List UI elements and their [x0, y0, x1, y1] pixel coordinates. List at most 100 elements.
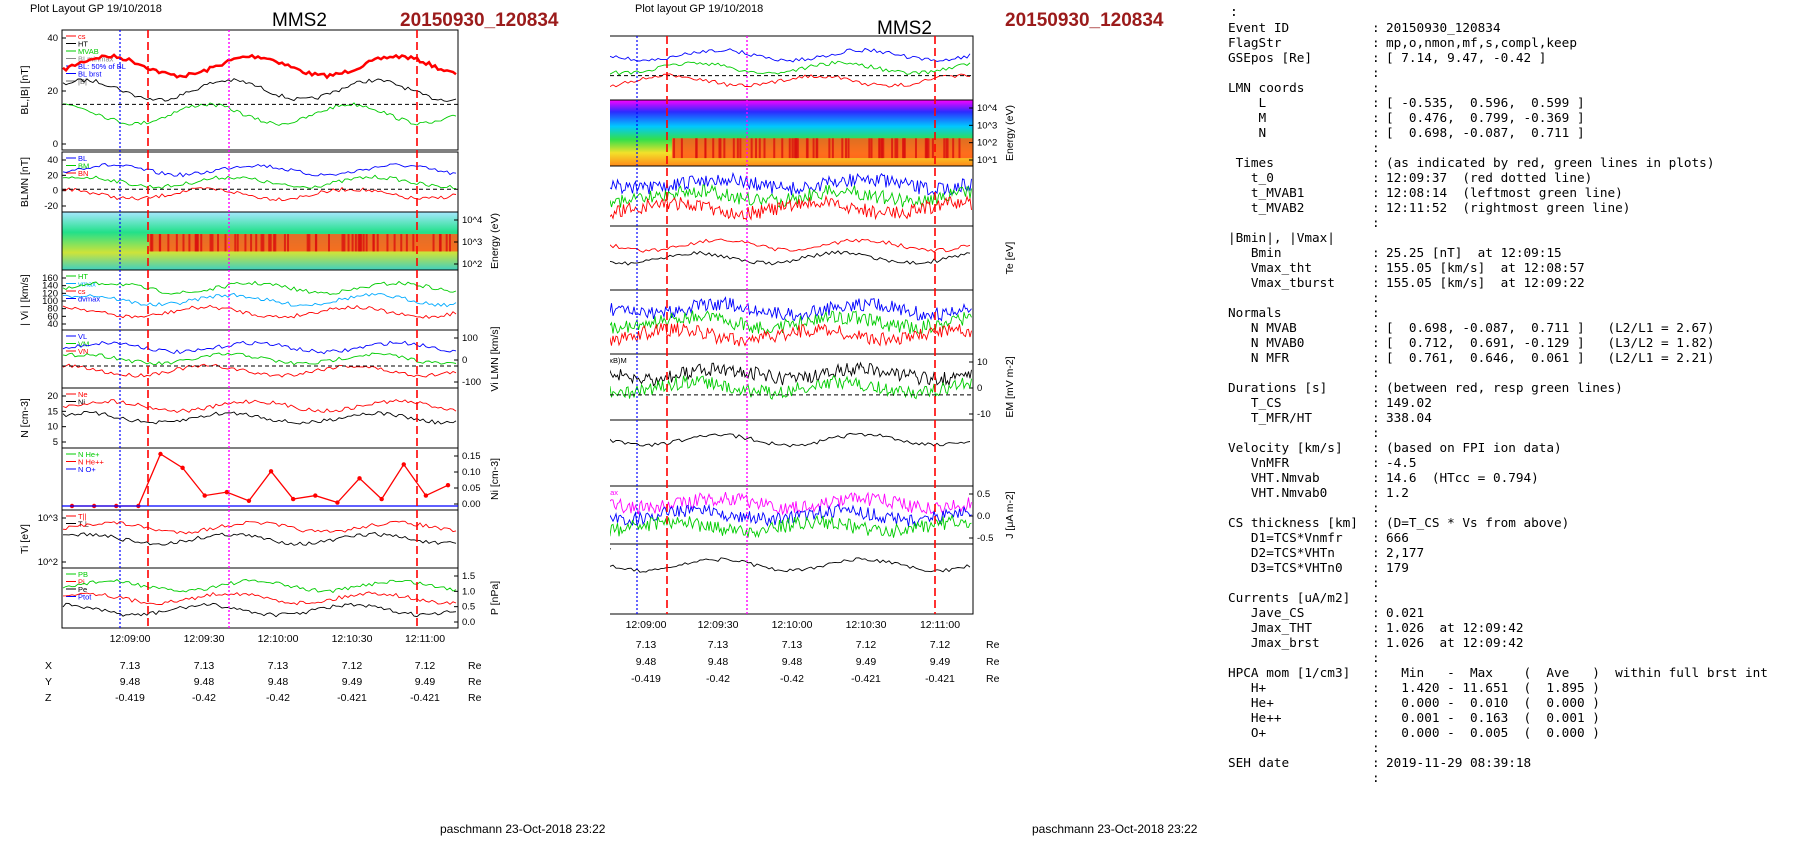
info-value: (as indicated by red, green lines in plo… — [1386, 155, 1715, 170]
left-6-legend-entry: Ne — [78, 390, 88, 399]
left-3-streak — [175, 234, 178, 252]
mid-2-streak — [773, 138, 776, 159]
info-row: N MFR: [ 0.761, 0.646, 0.061 ] (L2/L1 = 2… — [1228, 350, 1798, 365]
time-tick-label: 12:09:30 — [698, 619, 739, 631]
left-6-ytick: 20 — [47, 391, 58, 402]
mid-8-series-2 — [610, 514, 972, 539]
mid-3-series-2 — [610, 194, 972, 221]
mid-9-series-0 — [610, 557, 971, 573]
mid-4-series-0 — [610, 238, 971, 253]
info-row: Event ID:20150930_120834 — [1228, 20, 1798, 35]
left-7-legend-entry: N O+ — [78, 465, 96, 474]
left-3-streak — [358, 234, 361, 252]
mid-5-series-2 — [610, 322, 972, 347]
left-8-ytick: 10^2 — [38, 557, 58, 568]
pos-value: 9.48 — [708, 656, 729, 668]
info-key: FlagStr — [1228, 35, 1282, 50]
pos-value: 7.12 — [930, 639, 951, 651]
mid-2-streak — [952, 138, 955, 159]
mid-8-legend-entry: J max — [610, 488, 618, 497]
info-key: Velocity [km/s] — [1228, 440, 1343, 455]
info-row: T_CS:149.02 — [1228, 395, 1798, 410]
pos-value: 7.13 — [194, 660, 215, 672]
mid-2-streak — [781, 138, 784, 159]
info-row: Jave_CS:0.021 — [1228, 605, 1798, 620]
info-row: SEH date:2019-11-29 08:39:18 — [1228, 755, 1798, 770]
left-9-ytick: 1.5 — [462, 571, 475, 582]
pos-value: 9.48 — [268, 676, 289, 688]
info-colon: : — [1372, 755, 1380, 770]
info-row: |Bmin|, |Vmax| — [1228, 230, 1798, 245]
info-row: M: [ 0.476, 0.799, -0.369 ] — [1228, 110, 1798, 125]
info-row: Vmax_tht:155.05 [km/s] at 12:08:57 — [1228, 260, 1798, 275]
pos-value: 7.12 — [415, 660, 436, 672]
left-header-note: Plot Layout GP 19/10/2018 — [30, 3, 162, 15]
mid-2-ytick: 10^4 — [977, 103, 997, 114]
left-7-ytick: 0.15 — [462, 451, 481, 462]
left-3-streak — [308, 234, 311, 252]
mid-2-streak — [931, 138, 934, 159]
info-colon: : — [1372, 440, 1380, 455]
left-2-ytick: 20 — [47, 170, 58, 181]
mid-2-streak — [903, 138, 906, 159]
left-7-ylabel: Ni [cm-3] — [489, 458, 501, 500]
mid-6-ytick: 10 — [977, 357, 988, 368]
info-key: D1=TCS*Vnmfr — [1228, 530, 1343, 545]
left-1-series-0 — [62, 53, 457, 80]
time-tick-label: 12:10:30 — [846, 619, 887, 631]
info-row: VHT.Nmvab0:1.2 — [1228, 485, 1798, 500]
info-colon: : — [1372, 740, 1380, 755]
pos-row-label: Y — [45, 676, 52, 688]
info-row: N: [ 0.698, -0.087, 0.711 ] — [1228, 125, 1798, 140]
pos-value: -0.421 — [851, 673, 881, 685]
left-3-streak — [269, 234, 272, 252]
mid-8-panel: 0.50.0-0.5J [μA m-2]J maxJLJMJN — [610, 485, 1016, 545]
info-row: t_MVAB2:12:11:52 (rightmost green line) — [1228, 200, 1798, 215]
mid-2-streak — [868, 138, 871, 159]
left-9-ytick: 0.0 — [462, 617, 475, 628]
pos-value: -0.419 — [631, 673, 661, 685]
info-value: 338.04 — [1386, 410, 1432, 425]
left-3-streak — [376, 234, 379, 252]
info-row: Bmin:25.25 [nT] at 12:09:15 — [1228, 245, 1798, 260]
info-row: Currents [uA/m2]: — [1228, 590, 1798, 605]
mid-2-panel: 10^4 10^3 10^2 10^1 Energy (eV) — [610, 99, 1016, 167]
left-3-streak — [244, 234, 247, 252]
left-3-streak — [448, 234, 451, 252]
left-6-series-0 — [62, 399, 457, 414]
left-8-ylabel: Ti [eV] — [19, 524, 31, 554]
mid-5-panel: 1050-5-10ELMN [mV m-1]ELEMEN — [610, 289, 974, 355]
info-colon: : — [1372, 395, 1380, 410]
left-6-ytick: 15 — [47, 406, 58, 417]
info-value: 0.000 - 0.005 ( 0.000 ) — [1386, 725, 1600, 740]
left-3-streak — [260, 234, 263, 252]
mid-2-streak — [943, 138, 946, 159]
mid-2-streak — [878, 138, 881, 159]
info-key: LMN coords — [1228, 80, 1305, 95]
pos-value: 7.13 — [120, 660, 141, 672]
info-value: (between red, resp green lines) — [1386, 380, 1623, 395]
pos-unit: Re — [468, 692, 482, 704]
info-value: mp,o,nmon,mf,s,compl,keep — [1386, 35, 1577, 50]
mid-6-ytick: 0 — [977, 383, 982, 394]
info-key: Durations [s] — [1228, 380, 1328, 395]
left-8-series-0 — [62, 520, 457, 535]
info-key: D2=TCS*VHTn — [1228, 545, 1335, 560]
info-key: D3=TCS*VHTn0 — [1228, 560, 1343, 575]
left-9-ytick: 0.5 — [462, 602, 475, 613]
left-7-frame — [61, 447, 459, 511]
left-7-ytick: 0.00 — [462, 499, 481, 510]
info-row: : — [1228, 65, 1798, 80]
left-9-legend-entry: Ptot — [78, 593, 92, 602]
pos-unit: Re — [468, 676, 482, 688]
pos-unit: Re — [468, 660, 482, 672]
left-3-streak — [400, 234, 403, 252]
left-3-streak — [343, 234, 346, 252]
left-1-frame — [61, 29, 459, 151]
left-4-ytick: 40 — [47, 319, 58, 330]
left-5-legend-entry: VN — [78, 347, 88, 356]
info-value: [ 0.712, 0.691, -0.129 ] (L3/L2 = 1.82) — [1386, 335, 1715, 350]
pos-value: 9.48 — [120, 676, 141, 688]
